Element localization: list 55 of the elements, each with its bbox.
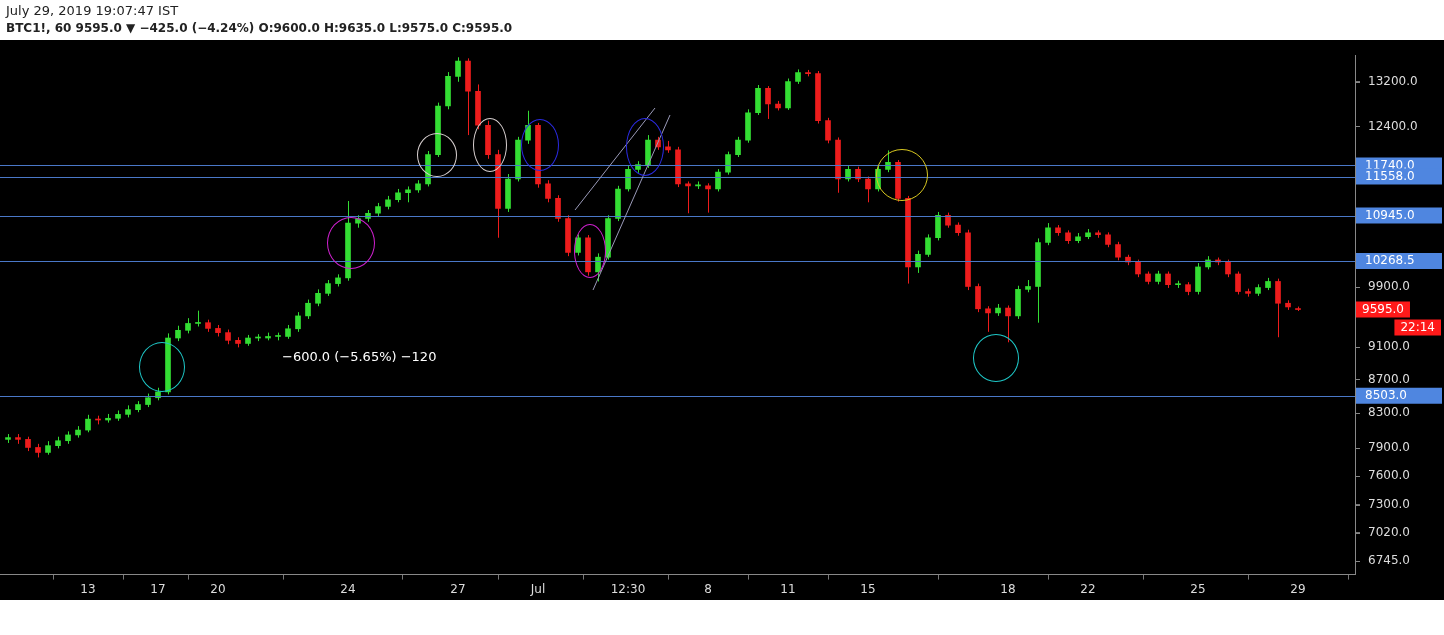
- ref-line-label: 10945.0: [1365, 207, 1415, 222]
- candlestick: [1115, 241, 1121, 261]
- y-tick-label: 12400.0: [1368, 118, 1418, 133]
- candlestick: [295, 311, 301, 333]
- text: 9595.0: [1362, 301, 1404, 316]
- candlestick: [885, 149, 891, 173]
- candlestick: [1275, 278, 1281, 338]
- y-tick-label: 9900.0: [1368, 279, 1410, 294]
- candlestick: [825, 117, 831, 144]
- y-tick-label: 8300.0: [1368, 405, 1410, 420]
- candlestick: [865, 175, 871, 203]
- x-tick-label: 22: [1080, 581, 1096, 596]
- candlestick: [625, 165, 631, 192]
- x-tick-label: 20: [210, 581, 226, 596]
- candlestick: [975, 283, 981, 313]
- x-tick-label: 27: [450, 581, 466, 596]
- candlestick: [555, 194, 561, 223]
- y-tick-label: 6745.0: [1368, 553, 1410, 568]
- chart-title: July 29, 2019 19:07:47 IST: [6, 3, 179, 18]
- x-tick-label: 24: [340, 581, 356, 596]
- candlestick: [1235, 271, 1241, 295]
- x-tick-label: 25: [1190, 581, 1206, 596]
- y-tick-label: 7600.0: [1368, 468, 1410, 483]
- candlestick: [455, 56, 461, 83]
- candlestick: [725, 151, 731, 176]
- ref-line-label: 8503.0: [1365, 387, 1407, 402]
- candlestick: [705, 182, 711, 214]
- y-tick-label: 8700.0: [1368, 371, 1410, 386]
- x-tick-label: 29: [1290, 581, 1306, 596]
- y-tick-label: 9100.0: [1368, 339, 1410, 354]
- y-tick-label: 7900.0: [1368, 440, 1410, 455]
- y-tick-label: 13200.0: [1368, 73, 1418, 88]
- x-tick-label: 13: [80, 581, 96, 596]
- candlestick: [1005, 304, 1011, 343]
- x-tick-label: Jul: [529, 581, 546, 596]
- candlestick: [1045, 222, 1051, 246]
- y-tick-label: 7300.0: [1368, 496, 1410, 511]
- candlestick: [985, 305, 991, 333]
- candlestick: [935, 211, 941, 241]
- x-tick-label: 15: [860, 581, 876, 596]
- chart-subtitle: BTC1!, 60 9595.0 ▼ −425.0 (−4.24%) O:9600.0 H:9635.0 L:9575.0 C:9595.0: [6, 21, 513, 35]
- candlestick: [765, 85, 771, 120]
- candlestick: [925, 233, 931, 258]
- candlestick: [305, 299, 311, 320]
- ref-line-label: 10268.5: [1365, 253, 1415, 268]
- x-tick-label: 12:30: [610, 581, 646, 596]
- text: 22:14: [1400, 319, 1436, 334]
- candlestick: [735, 136, 741, 158]
- x-tick-label: 8: [704, 581, 712, 596]
- y-tick-label: 7020.0: [1368, 524, 1410, 539]
- candlestick: [545, 179, 551, 203]
- annotation: −600.0 (−5.65%) −120: [282, 348, 437, 364]
- x-tick-label: 11: [780, 581, 796, 596]
- x-tick-label: 17: [150, 581, 166, 596]
- x-tick-label: 18: [1000, 581, 1016, 596]
